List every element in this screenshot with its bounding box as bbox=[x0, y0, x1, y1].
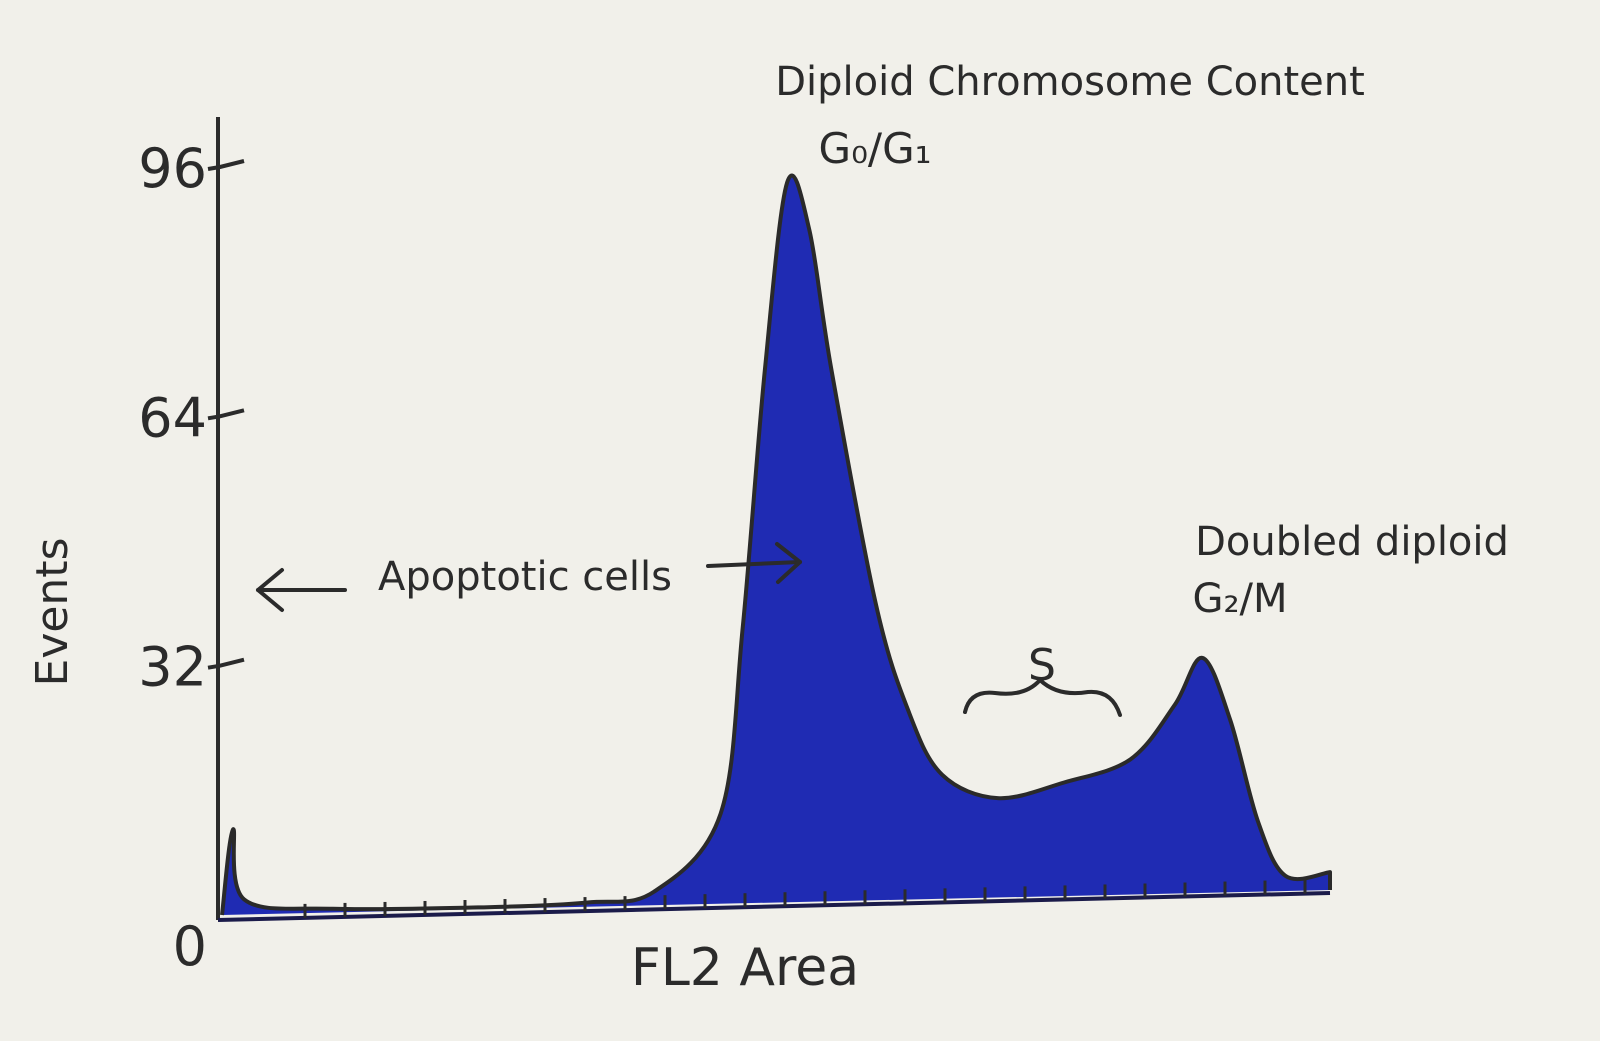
y-tick-mark bbox=[207, 159, 245, 171]
annotation-g0-g1: G₀/G₁ bbox=[819, 124, 932, 173]
histogram-outline bbox=[220, 173, 1332, 916]
y-tick-label: 96 bbox=[138, 137, 207, 200]
y-tick-label: 0 bbox=[173, 915, 207, 978]
s-phase-brace bbox=[963, 677, 1122, 717]
annotations: Diploid Chromosome Content G₀/G₁ Doubled… bbox=[256, 59, 1509, 717]
y-tick-mark bbox=[207, 408, 245, 421]
annotation-apoptotic-cells: Apoptotic cells bbox=[378, 554, 672, 600]
arrow-left-icon bbox=[256, 568, 347, 612]
annotation-g2-m: G₂/M bbox=[1192, 576, 1287, 622]
axes: 0 32 64 96 bbox=[138, 117, 1331, 978]
arrow-right-icon bbox=[706, 542, 802, 584]
annotation-doubled-diploid: Doubled diploid bbox=[1195, 519, 1509, 565]
annotation-diploid-content: Diploid Chromosome Content bbox=[775, 59, 1365, 105]
y-tick-label: 32 bbox=[138, 636, 207, 699]
x-axis-line bbox=[217, 891, 1331, 922]
y-axis-label: Events bbox=[27, 538, 78, 687]
x-axis-label: FL2 Area bbox=[631, 938, 859, 998]
y-tick-mark bbox=[207, 657, 245, 670]
y-tick-label: 64 bbox=[138, 386, 207, 449]
